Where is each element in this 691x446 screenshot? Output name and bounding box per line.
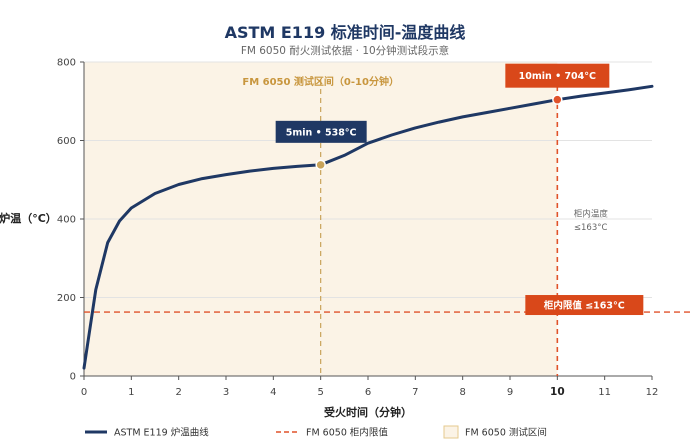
side-note-line-1: 柜内温度 [574,208,609,219]
x-axis-label: 受火时间（分钟） [324,405,412,419]
x-tick-label: 2 [175,387,181,398]
callout-limit: 柜内限值 ≤163°C [525,295,644,316]
y-axis-ticks: 0 200 400 600 800 [57,58,84,383]
callout-10min-box [505,63,610,88]
callout-limit-box [525,295,644,316]
x-tick-label: 8 [459,387,465,398]
region-label: FM 6050 测试区间（0-10分钟） [242,75,399,88]
callout-5min-box [275,120,367,143]
marker-5min-dot [315,159,326,171]
legend-item-series: ASTM E119 炉温曲线 [114,427,209,439]
x-axis-ticks: 0 1 2 3 4 5 6 7 8 9 10 11 12 [81,376,659,398]
series-line-astm-e119 [82,84,654,370]
chart-title: ASTM E119 标准时间-温度曲线 [225,23,466,42]
x-tick-label: 5 [317,387,323,398]
callout-limit-label: 柜内限值 ≤163°C [543,300,625,312]
legend-box-swatch [443,425,459,439]
y-tick-label: 800 [57,58,76,69]
y-tick-label: 400 [57,215,76,226]
callout-5min-label: 5min • 538°C [286,127,357,138]
x-tick-label: 9 [507,387,513,398]
x-tick-label: 7 [412,387,418,398]
y-tick-label: 600 [57,136,76,147]
legend: ASTM E119 炉温曲线 FM 6050 柜内限值 FM 6050 测试区间 [85,425,547,439]
x-tick-label: 0 [81,387,87,398]
x-tick-label: 4 [270,387,276,398]
x-tick-label: 10 [550,386,565,398]
y-tick-label: 200 [57,293,76,304]
legend-item-region: FM 6050 测试区间 [465,427,547,439]
x-tick-label: 6 [365,387,371,398]
marker-10min-dot [552,94,563,105]
callout-10min: 10min • 704°C [505,63,610,88]
x-tick-label: 11 [598,387,611,398]
callout-5min: 5min • 538°C [275,120,367,143]
legend-item-limit: FM 6050 柜内限值 [306,427,388,439]
callout-10min-label: 10min • 704°C [519,71,596,82]
x-tick-label: 3 [223,387,229,398]
x-tick-label: 1 [128,387,134,398]
y-axis-label: 炉温（°C） [0,211,57,225]
x-tick-label: 12 [646,387,659,398]
y-tick-label: 0 [70,372,76,383]
chart-subtitle: FM 6050 耐火测试依据 · 10分钟测试段示意 [241,44,449,57]
side-note-line-2: ≤163°C [574,223,608,233]
